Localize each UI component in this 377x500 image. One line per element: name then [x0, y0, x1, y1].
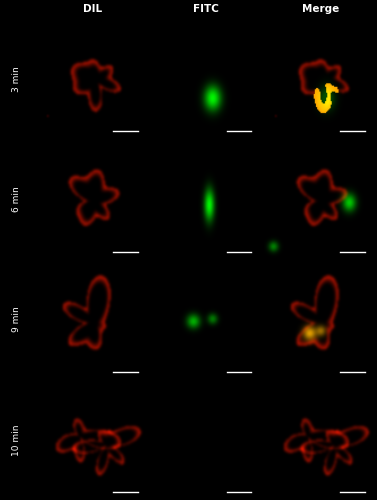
Text: 6 min: 6 min — [12, 186, 21, 212]
Text: 3 min: 3 min — [12, 66, 21, 92]
Text: FITC: FITC — [193, 4, 219, 14]
Text: 10 min: 10 min — [12, 424, 21, 456]
Text: Merge: Merge — [302, 4, 339, 14]
Text: DIL: DIL — [83, 4, 102, 14]
Text: 9 min: 9 min — [12, 306, 21, 332]
